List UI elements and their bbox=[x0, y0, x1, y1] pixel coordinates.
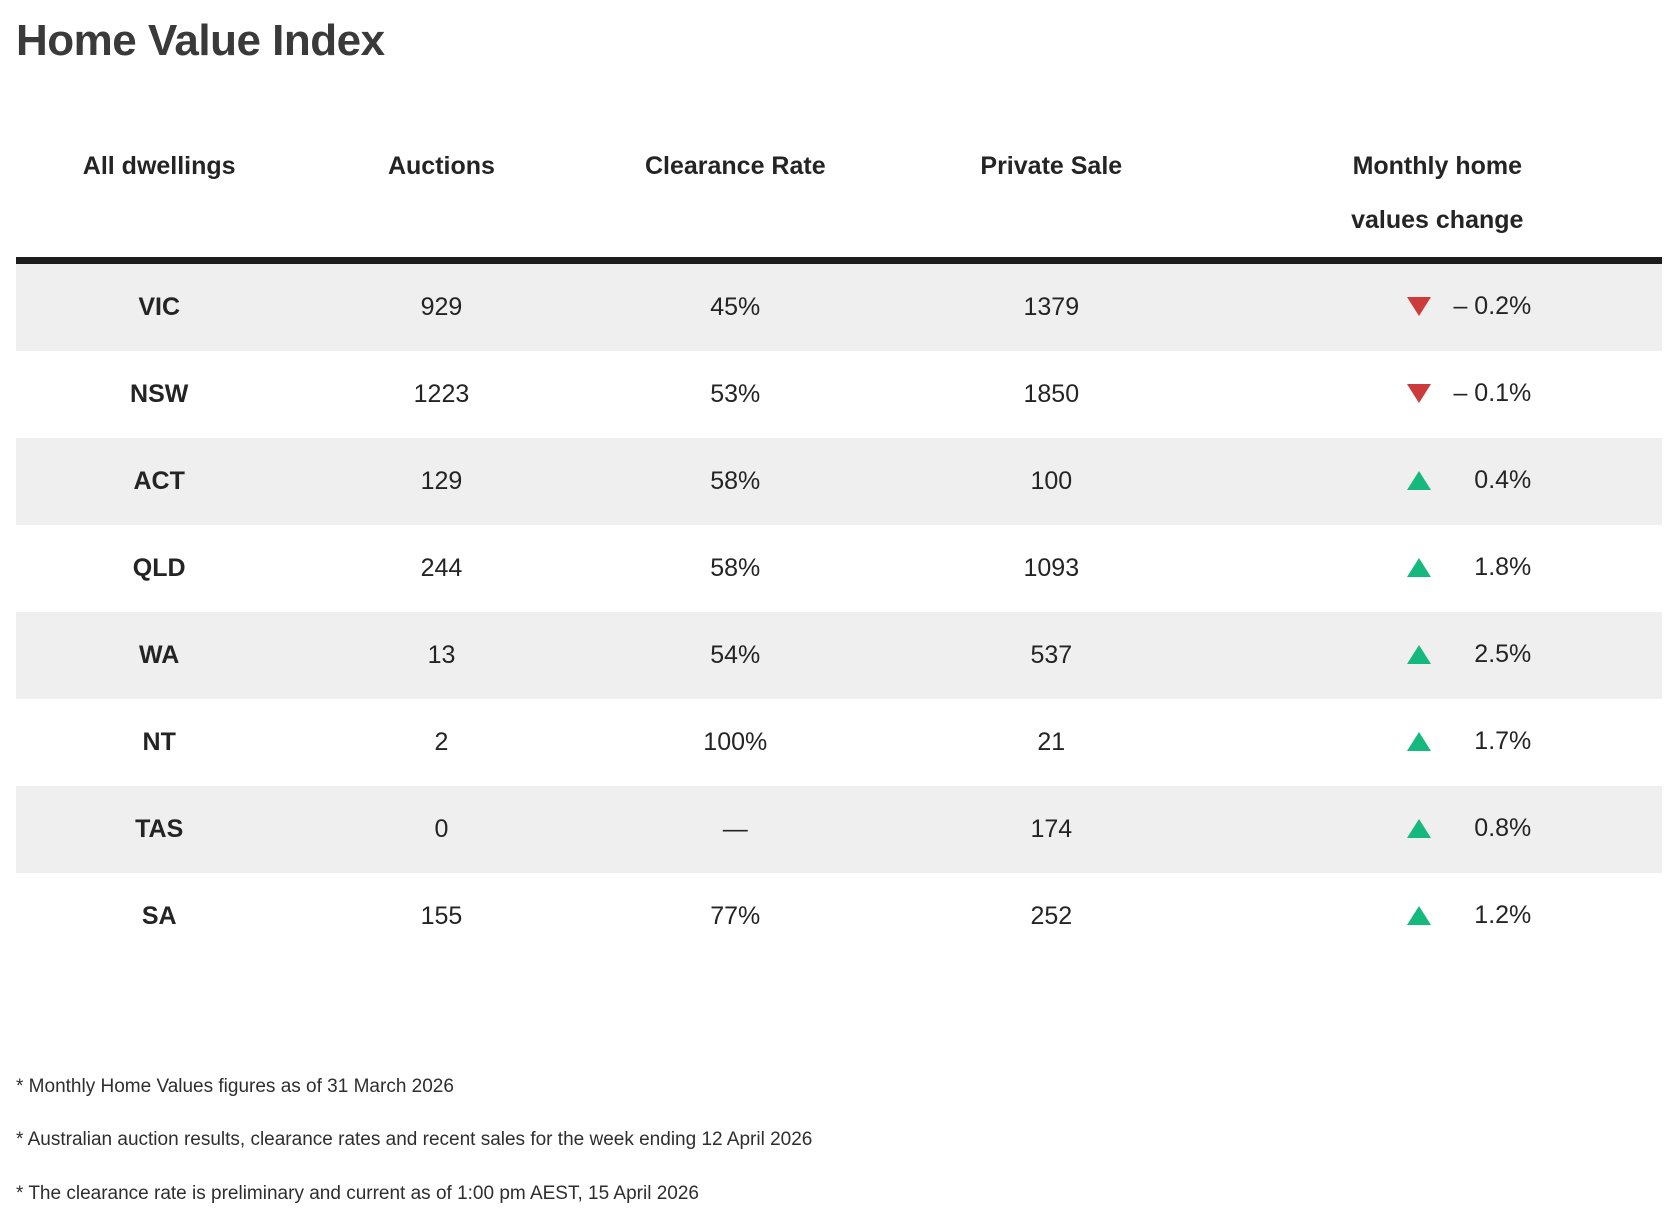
monthly-change-cell: 0.8% bbox=[1213, 814, 1662, 845]
table-header-row: All dwellings Auctions Clearance Rate Pr… bbox=[16, 139, 1662, 264]
triangle-down-icon bbox=[1407, 383, 1432, 403]
change-indicator: – 0.1% bbox=[1407, 379, 1531, 408]
change-value: – 0.2% bbox=[1453, 291, 1532, 320]
table-row-vic: VIC 929 45% 1379 – 0.2% bbox=[16, 263, 1662, 351]
table-row-sa: SA 155 77% 252 1.2% bbox=[16, 873, 1662, 960]
change-value: 1.7% bbox=[1474, 726, 1532, 755]
column-header-auctions: Auctions bbox=[387, 151, 495, 180]
private-sale-cell: 21 bbox=[1037, 727, 1066, 756]
monthly-change-cell: 1.2% bbox=[1213, 901, 1662, 932]
clearance-rate-cell: 58% bbox=[710, 553, 761, 582]
auctions-cell: 929 bbox=[420, 292, 463, 321]
private-sale-cell: 174 bbox=[1030, 814, 1073, 843]
monthly-change-cell: 2.5% bbox=[1213, 640, 1662, 671]
state-cell: QLD bbox=[132, 553, 186, 582]
clearance-rate-cell: 77% bbox=[710, 901, 761, 930]
triangle-up-icon bbox=[1407, 818, 1432, 838]
change-value: 0.4% bbox=[1474, 465, 1532, 494]
auctions-cell: 1223 bbox=[413, 379, 470, 408]
auctions-cell: 0 bbox=[434, 814, 449, 843]
table-row-wa: WA 13 54% 537 2.5% bbox=[16, 611, 1662, 699]
triangle-up-icon bbox=[1407, 731, 1432, 751]
table-row-nsw: NSW 1223 53% 1850 – 0.1% bbox=[16, 351, 1662, 438]
state-cell: SA bbox=[141, 901, 177, 930]
private-sale-cell: 1850 bbox=[1023, 379, 1080, 408]
auctions-cell: 129 bbox=[420, 466, 463, 495]
auctions-cell: 244 bbox=[420, 553, 463, 582]
change-value: 0.8% bbox=[1474, 813, 1532, 842]
change-indicator: 0.4% bbox=[1407, 466, 1531, 495]
auctions-cell: 13 bbox=[427, 640, 456, 669]
column-header-clearance-rate: Clearance Rate bbox=[644, 151, 826, 180]
home-value-table: All dwellings Auctions Clearance Rate Pr… bbox=[16, 139, 1662, 960]
change-indicator: 1.8% bbox=[1407, 553, 1531, 582]
column-header-all-dwellings: All dwellings bbox=[82, 151, 236, 180]
clearance-rate-cell: 58% bbox=[710, 466, 761, 495]
monthly-change-cell: 0.4% bbox=[1213, 466, 1662, 497]
private-sale-cell: 1379 bbox=[1023, 292, 1080, 321]
change-indicator: 2.5% bbox=[1407, 640, 1531, 669]
change-value: 1.2% bbox=[1474, 900, 1532, 929]
private-sale-cell: 252 bbox=[1030, 901, 1073, 930]
triangle-up-icon bbox=[1407, 905, 1432, 925]
change-value: 1.8% bbox=[1474, 552, 1532, 581]
monthly-change-cell: 1.7% bbox=[1213, 727, 1662, 758]
monthly-change-cell: 1.8% bbox=[1213, 553, 1662, 584]
table-body: VIC 929 45% 1379 – 0.2% NSW 1223 53% 1850 – 0.1% A… bbox=[16, 263, 1662, 960]
footnotes: * Monthly Home Values figures as of 31 M… bbox=[16, 1076, 1662, 1206]
change-value: – 0.1% bbox=[1453, 378, 1532, 407]
clearance-rate-cell: 54% bbox=[710, 640, 761, 669]
triangle-up-icon bbox=[1407, 557, 1432, 577]
auctions-cell: 2 bbox=[434, 727, 449, 756]
footnote-clearance-preliminary: * The clearance rate is preliminary and … bbox=[16, 1183, 699, 1205]
state-cell: WA bbox=[139, 640, 180, 669]
auctions-cell: 155 bbox=[420, 901, 463, 930]
private-sale-cell: 100 bbox=[1030, 466, 1073, 495]
state-cell: ACT bbox=[133, 466, 185, 495]
table-row-act: ACT 129 58% 100 0.4% bbox=[16, 437, 1662, 525]
clearance-rate-cell: 53% bbox=[710, 379, 761, 408]
state-cell: TAS bbox=[135, 814, 184, 843]
triangle-down-icon bbox=[1407, 296, 1432, 316]
clearance-rate-cell: — bbox=[722, 814, 748, 843]
table-row-nt: NT 2 100% 21 1.7% bbox=[16, 699, 1662, 786]
private-sale-cell: 1093 bbox=[1023, 553, 1080, 582]
private-sale-cell: 537 bbox=[1030, 640, 1073, 669]
change-indicator: 0.8% bbox=[1407, 814, 1531, 843]
change-indicator: – 0.2% bbox=[1407, 292, 1531, 321]
triangle-up-icon bbox=[1407, 470, 1432, 490]
table-row-qld: QLD 244 58% 1093 1.8% bbox=[16, 525, 1662, 612]
state-cell: NSW bbox=[130, 379, 189, 408]
change-indicator: 1.7% bbox=[1407, 727, 1531, 756]
state-cell: VIC bbox=[138, 292, 181, 321]
column-header-private-sale: Private Sale bbox=[980, 151, 1123, 180]
clearance-rate-cell: 45% bbox=[710, 292, 761, 321]
page-title: Home Value Index bbox=[16, 16, 385, 65]
change-indicator: 1.2% bbox=[1407, 901, 1531, 930]
column-header-monthly-change: Monthly home values change bbox=[1351, 151, 1524, 234]
table-row-tas: TAS 0 — 174 0.8% bbox=[16, 785, 1662, 873]
monthly-change-cell: – 0.1% bbox=[1213, 379, 1662, 410]
state-cell: NT bbox=[142, 727, 176, 756]
monthly-change-cell: – 0.2% bbox=[1213, 292, 1662, 323]
clearance-rate-cell: 100% bbox=[703, 727, 768, 756]
triangle-up-icon bbox=[1407, 644, 1432, 664]
footnote-week-ending: * Australian auction results, clearance … bbox=[16, 1129, 813, 1151]
footnote-monthly-values: * Monthly Home Values figures as of 31 M… bbox=[16, 1075, 454, 1097]
change-value: 2.5% bbox=[1474, 639, 1532, 668]
